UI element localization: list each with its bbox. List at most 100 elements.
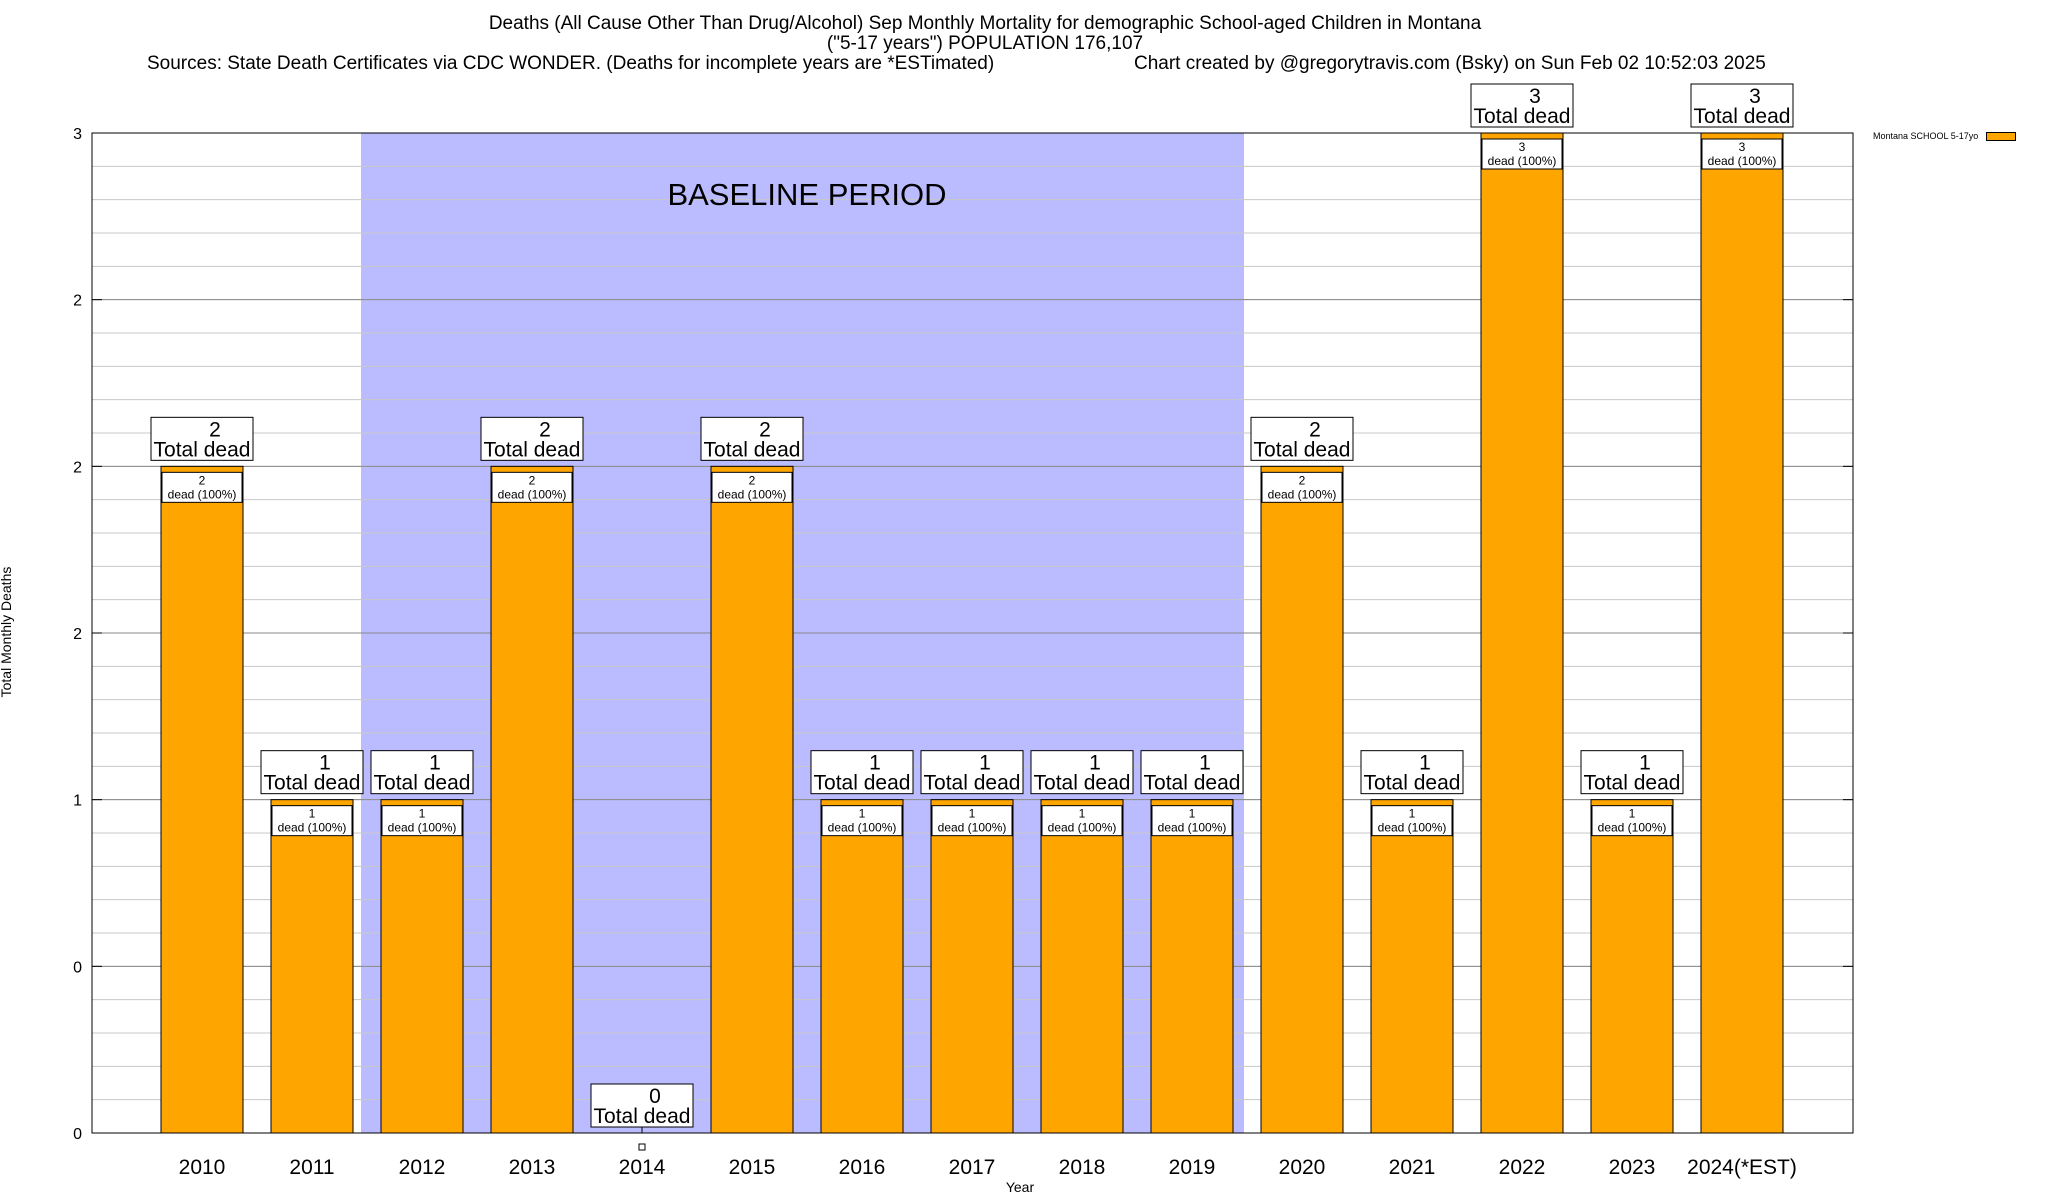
sources-note: Sources: State Death Certificates via CD… <box>147 53 995 74</box>
total-label-text: Total dead <box>1694 105 1791 128</box>
bar-inner-value: 1 <box>309 807 316 821</box>
bar <box>1150 799 1234 1134</box>
total-label-text: Total dead <box>1364 772 1461 795</box>
bar-inner-value: 1 <box>1189 807 1196 821</box>
bar-inner-label-box <box>161 471 243 503</box>
total-label-box <box>1360 750 1464 795</box>
total-label-box <box>1470 83 1574 128</box>
total-label-text: Total dead <box>264 772 361 795</box>
x-tick-label: 2013 <box>509 1156 556 1179</box>
bar <box>930 799 1014 1134</box>
x-tick-label: 2024(*EST) <box>1687 1156 1797 1179</box>
total-label-value: 1 <box>1419 752 1431 775</box>
total-label-text: Total dead <box>1584 772 1681 795</box>
y-tick-label: 2 <box>73 459 82 476</box>
total-label-box <box>370 750 474 795</box>
x-tick-label: 2021 <box>1389 1156 1436 1179</box>
bar-inner-label: dead (100%) <box>278 821 347 835</box>
x-tick-label: 2018 <box>1059 1156 1106 1179</box>
bar-inner-value: 1 <box>1629 807 1636 821</box>
total-label-box <box>1140 750 1244 795</box>
bar-inner-label-box <box>381 805 463 837</box>
legend-swatch <box>1986 131 2017 141</box>
y-tick-label: 0 <box>73 959 82 976</box>
bar-inner-label-box <box>1261 471 1343 503</box>
x-tick-label: 2019 <box>1169 1156 1216 1179</box>
x-tick-label: 2016 <box>839 1156 886 1179</box>
total-label-box <box>260 750 364 795</box>
bar <box>1370 799 1454 1134</box>
total-label-text: Total dead <box>154 438 251 461</box>
x-tick-label: 2011 <box>289 1156 334 1179</box>
x-tick-label: 2022 <box>1499 1156 1546 1179</box>
bar <box>820 799 904 1134</box>
total-label-value: 3 <box>1529 85 1541 108</box>
x-tick-label: 2020 <box>1279 1156 1326 1179</box>
bar-inner-value: 3 <box>1739 140 1746 154</box>
bar-inner-label: dead (100%) <box>388 821 457 835</box>
bar-inner-label-box <box>711 471 793 503</box>
x-tick-label: 2014 <box>619 1156 666 1179</box>
x-tick-label: 2012 <box>399 1156 446 1179</box>
bar-inner-label: dead (100%) <box>1708 154 1777 168</box>
baseline-period-label: BASELINE PERIOD <box>667 177 946 212</box>
x-tick-label: 2023 <box>1609 1156 1656 1179</box>
y-tick-label: 0 <box>73 1126 82 1143</box>
total-label-box <box>1030 750 1134 795</box>
bar-inner-label: dead (100%) <box>1158 821 1227 835</box>
bar-inner-label: dead (100%) <box>718 487 787 501</box>
y-axis-label: Total Monthly Deaths <box>0 566 14 698</box>
total-label-text: Total dead <box>594 1105 691 1128</box>
bar-inner-label: dead (100%) <box>1268 487 1337 501</box>
legend-label: Montana SCHOOL 5-17yo <box>1873 131 1979 141</box>
y-tick-label: 2 <box>73 626 82 643</box>
bar-inner-value: 1 <box>1079 807 1086 821</box>
total-label-text: Total dead <box>374 772 471 795</box>
total-label-box <box>590 1083 694 1128</box>
total-label-box <box>1690 83 1794 128</box>
bar-inner-label-box <box>1041 805 1123 837</box>
total-label-value: 3 <box>1749 85 1761 108</box>
total-label-value: 2 <box>539 418 551 441</box>
total-label-box <box>480 416 584 461</box>
y-tick-label: 3 <box>73 126 82 143</box>
bar-inner-value: 1 <box>1409 807 1416 821</box>
y-tick-label: 2 <box>73 293 82 310</box>
bar-inner-value: 3 <box>1519 140 1526 154</box>
total-label-text: Total dead <box>704 438 801 461</box>
bar-inner-value: 1 <box>969 807 976 821</box>
bar <box>1590 799 1674 1134</box>
bar <box>710 465 794 1134</box>
bar-inner-label: dead (100%) <box>1488 154 1557 168</box>
chart-title-block: Deaths (All Cause Other Than Drug/Alcoho… <box>0 14 1970 54</box>
x-tick-label: 2017 <box>949 1156 996 1179</box>
bar-inner-value: 2 <box>1299 473 1306 487</box>
zero-marker <box>638 1143 646 1151</box>
bar-inner-value: 2 <box>529 473 536 487</box>
total-label-text: Total dead <box>1254 438 1351 461</box>
total-label-value: 1 <box>1089 752 1101 775</box>
y-tick-label: 1 <box>73 793 82 810</box>
bar-inner-label-box <box>931 805 1013 837</box>
legend: Montana SCHOOL 5-17yo <box>1873 131 2017 141</box>
bar-inner-label-box <box>1371 805 1453 837</box>
bar-inner-value: 1 <box>859 807 866 821</box>
total-label-box <box>150 416 254 461</box>
bar-inner-label-box <box>821 805 903 837</box>
chart-subtitle: ("5-17 years") POPULATION 176,107 <box>826 33 1144 54</box>
bar-inner-label: dead (100%) <box>1378 821 1447 835</box>
total-label-box <box>1250 416 1354 461</box>
total-label-text: Total dead <box>484 438 581 461</box>
chart-credit: Chart created by @gregorytravis.com (Bsk… <box>1134 53 1766 74</box>
x-tick-label: 2015 <box>729 1156 776 1179</box>
total-label-text: Total dead <box>1474 105 1571 128</box>
bar-inner-value: 1 <box>419 807 426 821</box>
total-label-value: 2 <box>209 418 221 441</box>
total-label-text: Total dead <box>1144 772 1241 795</box>
bar-inner-label: dead (100%) <box>168 487 237 501</box>
bar <box>1040 799 1124 1134</box>
bar <box>380 799 464 1134</box>
bar <box>1480 132 1564 1134</box>
total-label-text: Total dead <box>814 772 911 795</box>
